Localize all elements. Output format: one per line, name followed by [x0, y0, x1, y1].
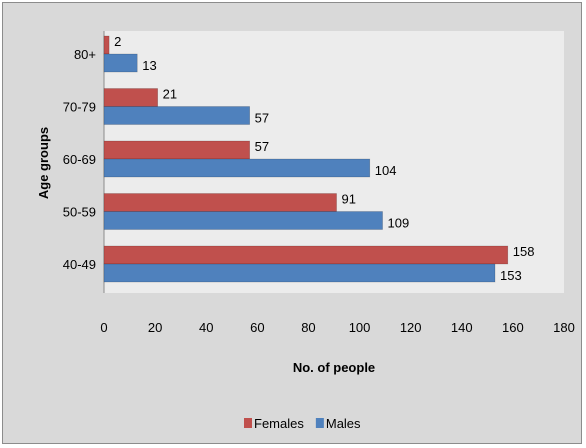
bar-females: [103, 245, 509, 265]
y-tick-label: 40-49: [63, 257, 96, 272]
bar-females: [103, 88, 158, 107]
x-tick-label: 20: [148, 320, 162, 335]
bar-males: [103, 211, 383, 230]
legend-swatch-males: [315, 418, 324, 428]
x-tick-label: 40: [199, 320, 213, 335]
bar-females: [103, 140, 250, 160]
bar-males: [103, 106, 250, 125]
legend-label-females: Females: [254, 416, 304, 431]
y-tick-label: 60-69: [63, 152, 96, 167]
data-label: 21: [163, 87, 177, 102]
bar-males: [103, 53, 138, 73]
bar-females: [103, 193, 337, 212]
y-tick-label: 80+: [74, 47, 96, 62]
bar-males: [103, 158, 371, 178]
x-tick-label: 120: [400, 320, 422, 335]
data-label: 57: [255, 139, 269, 154]
x-tick-label: 140: [451, 320, 473, 335]
legend: Females Males: [244, 416, 361, 431]
bar-females: [103, 35, 110, 55]
data-label: 13: [142, 58, 156, 73]
x-axis-title: No. of people: [293, 360, 375, 375]
data-label: 91: [342, 192, 356, 207]
x-tick-label: 100: [349, 320, 371, 335]
y-tick-label: 70-79: [63, 100, 96, 115]
data-label: 2: [114, 34, 121, 49]
bars-group: 158 153 91 109 57 104 21 57 2 13: [103, 34, 535, 283]
data-label: 109: [388, 216, 410, 231]
data-label: 158: [513, 244, 535, 259]
legend-label-males: Males: [326, 416, 361, 431]
y-axis-title: Age groups: [36, 127, 51, 199]
y-tick-label: 50-59: [63, 205, 96, 220]
x-tick-label: 160: [502, 320, 524, 335]
x-tick-label: 60: [250, 320, 264, 335]
bar-males: [103, 263, 496, 283]
data-label: 153: [500, 268, 522, 283]
x-tick-label: 180: [553, 320, 575, 335]
x-tick-label: 0: [100, 320, 107, 335]
ticks-group: 40-49 50-59 60-69 70-79 80+ 0 20 40 60 80 100 120 14…: [63, 47, 575, 335]
legend-swatch-females: [244, 418, 252, 428]
x-tick-label: 80: [301, 320, 315, 335]
data-label: 104: [375, 163, 397, 178]
data-label: 57: [255, 111, 269, 126]
